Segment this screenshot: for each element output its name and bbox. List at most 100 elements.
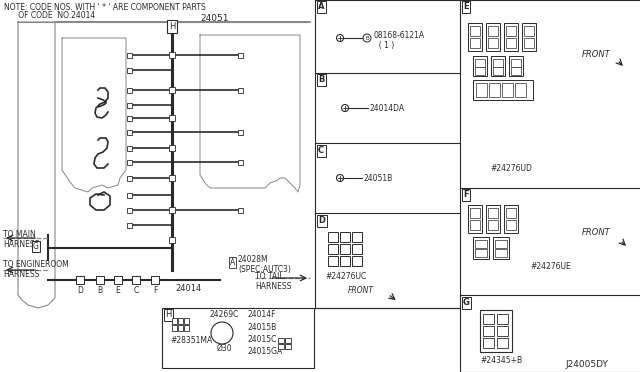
Bar	[470, 38, 480, 48]
Bar	[328, 244, 338, 254]
Bar	[127, 115, 132, 121]
Bar	[127, 176, 132, 180]
Bar	[491, 56, 505, 76]
Text: 24051: 24051	[200, 14, 228, 23]
Bar	[493, 67, 503, 75]
Bar	[127, 145, 132, 151]
Bar	[340, 256, 350, 266]
Bar	[169, 87, 175, 93]
Text: G: G	[463, 298, 470, 307]
Text: FRONT: FRONT	[582, 50, 611, 59]
Bar	[127, 222, 132, 228]
Text: A: A	[230, 258, 236, 267]
Text: F: F	[153, 286, 157, 295]
Bar	[497, 338, 508, 348]
Bar	[96, 276, 104, 284]
Bar	[278, 338, 284, 343]
Bar	[340, 244, 350, 254]
Text: TO ENGINEROOM
HARNESS: TO ENGINEROOM HARNESS	[3, 260, 68, 279]
Text: #24276UE: #24276UE	[530, 262, 571, 271]
Bar	[172, 325, 177, 331]
Bar	[489, 83, 500, 97]
Bar	[352, 244, 362, 254]
Bar	[468, 205, 482, 233]
Bar	[502, 83, 513, 97]
Text: 24014F
24015B
24015C
24015GA: 24014F 24015B 24015C 24015GA	[248, 310, 284, 356]
Text: B: B	[365, 35, 369, 41]
Bar	[515, 83, 526, 97]
Text: H: H	[169, 22, 175, 31]
Bar	[285, 338, 291, 343]
Bar	[162, 308, 314, 368]
Text: F: F	[463, 190, 468, 199]
Bar	[132, 276, 140, 284]
Bar	[486, 23, 500, 51]
Text: #24345+B: #24345+B	[480, 356, 522, 365]
Bar	[511, 67, 521, 75]
Text: 24014DA: 24014DA	[370, 104, 405, 113]
Bar	[76, 276, 84, 284]
Bar	[475, 249, 487, 257]
Bar	[506, 208, 516, 218]
Bar	[178, 325, 183, 331]
Bar	[238, 52, 243, 58]
Bar	[127, 208, 132, 212]
Text: J24005DY: J24005DY	[565, 360, 608, 369]
Bar	[470, 208, 480, 218]
Bar	[506, 26, 516, 36]
Bar	[238, 129, 243, 135]
Bar	[127, 87, 132, 93]
Text: OF CODE  NO.24014: OF CODE NO.24014	[4, 11, 95, 20]
Bar	[522, 23, 536, 51]
Bar	[127, 192, 132, 198]
Bar	[328, 232, 338, 242]
Text: B: B	[318, 75, 324, 84]
Bar	[495, 249, 507, 257]
Bar	[475, 67, 485, 75]
Bar	[486, 205, 500, 233]
Bar	[352, 232, 362, 242]
Text: E: E	[116, 286, 120, 295]
Bar	[169, 115, 175, 121]
Bar	[340, 232, 350, 242]
Bar	[483, 314, 494, 324]
Bar	[172, 318, 177, 324]
Text: A: A	[318, 2, 324, 11]
Text: #24276UD: #24276UD	[490, 164, 532, 173]
Bar	[504, 205, 518, 233]
Text: 24028M
(SPEC:AUTC3): 24028M (SPEC:AUTC3)	[238, 255, 291, 275]
Bar	[473, 237, 489, 259]
Text: C: C	[133, 286, 139, 295]
Bar	[328, 256, 338, 266]
Bar	[475, 59, 485, 67]
Bar	[169, 52, 175, 58]
Bar	[488, 26, 498, 36]
Bar	[184, 325, 189, 331]
Text: FRONT: FRONT	[582, 228, 611, 237]
Text: #28351MA: #28351MA	[170, 336, 212, 345]
Bar	[497, 314, 508, 324]
Text: 24051B: 24051B	[364, 174, 393, 183]
Text: G: G	[33, 242, 39, 251]
Bar	[127, 160, 132, 164]
Bar	[497, 326, 508, 336]
Bar	[488, 38, 498, 48]
Bar	[493, 59, 503, 67]
Text: 08168-6121A
  ( 1 ): 08168-6121A ( 1 )	[374, 31, 425, 50]
Bar	[127, 52, 132, 58]
Bar	[470, 26, 480, 36]
Text: H: H	[165, 310, 172, 319]
Text: TO TAIL
HARNESS: TO TAIL HARNESS	[255, 272, 291, 291]
Bar	[509, 56, 523, 76]
Bar	[169, 237, 175, 243]
Bar	[127, 129, 132, 135]
Text: #24276UC: #24276UC	[325, 272, 366, 281]
Text: C: C	[318, 146, 324, 155]
Bar	[473, 80, 533, 100]
Bar	[238, 87, 243, 93]
Bar	[169, 207, 175, 213]
Bar	[127, 103, 132, 108]
Bar	[470, 220, 480, 230]
Bar	[238, 160, 243, 164]
Bar	[495, 240, 507, 248]
